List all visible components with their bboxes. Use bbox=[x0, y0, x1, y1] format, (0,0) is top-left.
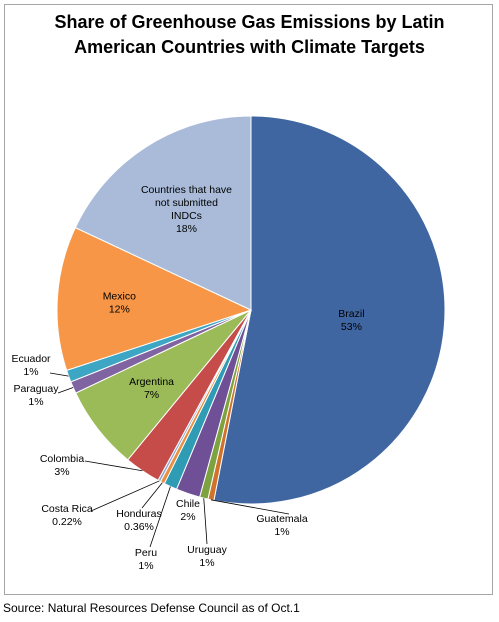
slice-mexico bbox=[56, 226, 253, 371]
leader-colombia bbox=[84, 460, 143, 472]
leader-paraguay bbox=[57, 387, 74, 394]
leader-costa-rica bbox=[90, 480, 160, 512]
label-chile: Chile 2% bbox=[176, 498, 200, 523]
leader-uruguay bbox=[203, 498, 208, 545]
pie-chart: Brazil 53% Guatemala 1% Uruguay 1% Chile 2% Peru… bbox=[11, 115, 446, 572]
leader-honduras bbox=[141, 482, 163, 509]
label-colombia: Colombia 3% bbox=[40, 453, 85, 478]
leader-ecuador bbox=[49, 372, 69, 377]
source-note: Source: Natural Resources Defense Counci… bbox=[3, 601, 300, 615]
label-honduras: Honduras 0.36% bbox=[116, 508, 162, 533]
chart-title: Share of Greenhouse Gas Emissions by Lat… bbox=[54, 12, 445, 57]
label-countries-that-have-not-submitted-indcs: Countries that have not submitted INDCs 18% bbox=[141, 184, 232, 235]
label-paraguay: Paraguay 1% bbox=[14, 383, 60, 408]
label-guatemala: Guatemala 1% bbox=[256, 513, 308, 538]
label-argentina: Argentina 7% bbox=[129, 376, 174, 401]
label-uruguay: Uruguay 1% bbox=[187, 544, 227, 569]
label-ecuador: Ecuador 1% bbox=[11, 353, 51, 378]
label-costa-rica: Costa Rica 0.22% bbox=[41, 503, 93, 528]
label-mexico: Mexico 12% bbox=[103, 290, 136, 315]
slice-countries-that-have-not-submitted-indcs bbox=[74, 115, 252, 311]
slice-brazil bbox=[213, 115, 446, 505]
label-brazil: Brazil 53% bbox=[338, 308, 364, 333]
leader-peru bbox=[149, 486, 171, 548]
leader-guatemala bbox=[210, 499, 290, 515]
label-peru: Peru 1% bbox=[135, 547, 157, 572]
